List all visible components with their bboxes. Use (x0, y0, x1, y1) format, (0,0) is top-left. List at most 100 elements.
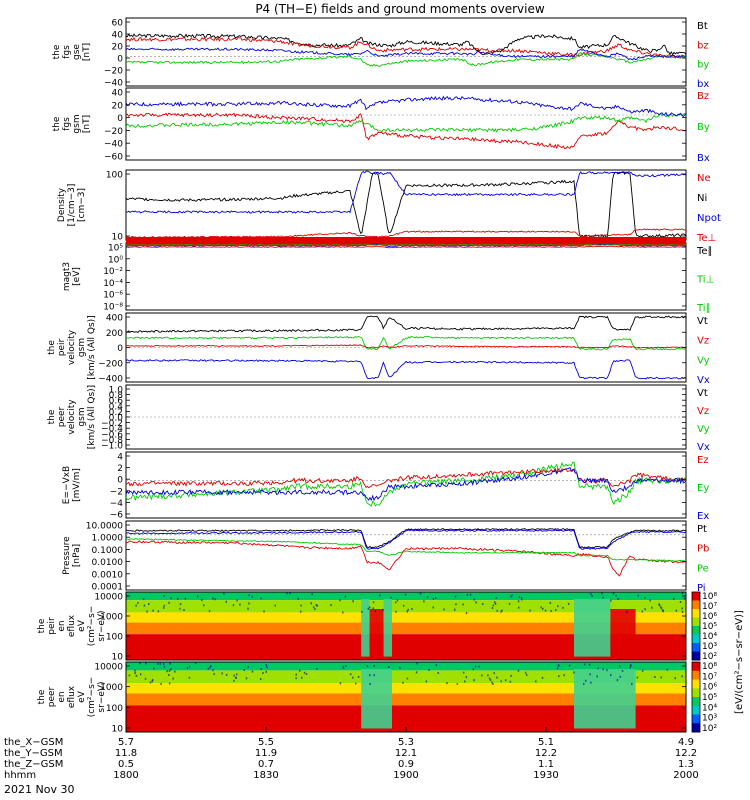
series-line-Npot (126, 170, 687, 214)
spectrogram-speck (415, 671, 418, 674)
spectrogram-speck (345, 664, 347, 667)
spectrogram-speck (517, 669, 520, 672)
spectrogram-speck (681, 610, 684, 613)
legend-entry: Bt (697, 21, 708, 32)
spectrogram-speck (492, 682, 494, 685)
spectrogram (126, 592, 686, 660)
spectrogram-speck (478, 665, 480, 668)
spectrogram-speck (583, 663, 586, 666)
series-line-Bt (125, 33, 687, 56)
spectrogram-speck (260, 668, 263, 671)
spectrogram-speck (492, 604, 495, 607)
spectrogram-speck (432, 597, 435, 600)
y-tick-label: 10000 (94, 593, 123, 603)
spectrogram-speck (619, 665, 621, 668)
spectrogram-band (126, 693, 686, 706)
spectrogram-speck (143, 604, 146, 607)
colorbar-tick-label: 10² (702, 724, 717, 734)
spectrogram-speck (247, 665, 250, 668)
spectrogram-speck (263, 610, 265, 613)
y-tick-label: 2 (117, 464, 123, 474)
legend-entry: Vx (697, 375, 710, 386)
x-axis-row-label: the_Z−GSM (4, 759, 63, 770)
spectrogram-speck (407, 608, 409, 611)
spectrogram-speck (474, 665, 477, 668)
spectrogram-speck (139, 673, 142, 676)
spectrogram-speck (557, 605, 559, 608)
y-axis-label-line: en (57, 691, 67, 702)
spectrogram-speck (469, 593, 472, 596)
legend-entry: Ti⊥ (696, 275, 714, 286)
x-tick-label: 2000 (673, 770, 698, 781)
spectrogram-speck (621, 669, 624, 672)
x-tick-label: 5.5 (258, 737, 274, 748)
colorbar-segment (692, 662, 700, 672)
colorbar-tick-label: 10⁷ (702, 602, 717, 612)
spectrogram-speck (183, 609, 185, 612)
legend-entry: Ti∥ (696, 303, 711, 314)
y-tick-label: −40 (104, 79, 123, 89)
figure-title: P4 (TH−E) fields and ground moments over… (255, 2, 545, 16)
y-axis-label-line: the (47, 409, 57, 424)
spectrogram-speck (406, 677, 409, 680)
spectrogram-speck (297, 597, 300, 600)
spectrogram-speck (303, 671, 306, 674)
spectrogram-speck (194, 662, 197, 665)
y-axis-label: E=−VxB [mV/m] (62, 466, 82, 504)
panel-frame (125, 169, 687, 241)
colorbar-tick-label: 10⁴ (702, 632, 717, 642)
x-axis-row-label: the_X−GSM (4, 737, 63, 748)
y-tick-label: 40 (112, 31, 124, 41)
colorbar-segment (692, 643, 700, 652)
y-tick-label: 0 (117, 55, 123, 65)
spectrogram-speck (520, 598, 523, 601)
legend-entry: By (697, 122, 710, 133)
y-tick-label: 10⁻² (103, 267, 123, 277)
series-line-bx (125, 47, 687, 61)
spectrogram-speck (153, 667, 155, 670)
x-tick-label: 1800 (113, 770, 138, 781)
y-axis-label-line: fgs (62, 117, 72, 131)
spectrogram-speck (151, 680, 153, 683)
y-axis-label: the peer en eflux eV (cm²−s− sr−eV) (37, 677, 107, 718)
spectrogram-speck (558, 675, 560, 678)
spectrogram-event (610, 609, 636, 650)
spectrogram-speck (651, 606, 653, 609)
colorbar-tick-label: 10⁸ (702, 592, 717, 602)
spectrogram-speck (342, 611, 344, 614)
spectrogram-speck (473, 679, 475, 682)
spectrogram-speck (435, 597, 437, 600)
spectrogram-speck (541, 607, 544, 610)
spectrogram-speck (584, 679, 587, 682)
colorbar-tick-label: 10⁵ (702, 622, 717, 632)
legend-entry: Ex (697, 511, 709, 522)
spectrogram-speck (223, 592, 225, 595)
legend-entry: Bx (697, 153, 710, 164)
x-tick-label: 1.1 (538, 759, 554, 770)
panel-frame (125, 591, 687, 661)
y-axis-label-line: fgs (62, 45, 72, 59)
x-tick-label: 11.9 (255, 748, 277, 759)
x-tick-label: 12.1 (395, 748, 417, 759)
spectrogram-speck (314, 608, 316, 611)
y-axis-label-line: magt3 (62, 262, 72, 291)
spectrogram-speck (437, 671, 439, 674)
y-tick-label: 0.8 (109, 391, 124, 401)
x-tick-label: 5.3 (398, 737, 414, 748)
spectrogram-speck (361, 610, 363, 613)
spectrogram-speck (466, 593, 469, 596)
legend-entry: Vt (697, 388, 708, 399)
y-axis-label-line: eflux (67, 685, 77, 708)
series-line-Vx (125, 359, 687, 380)
spectrogram-speck (517, 606, 520, 609)
legend-entry: Vx (697, 442, 710, 453)
spectrogram-speck (168, 601, 170, 604)
spectrogram-speck (649, 599, 651, 602)
y-tick-label: 0.0010 (92, 570, 124, 580)
y-axis-label-line: the (52, 44, 62, 59)
spectrogram-speck (352, 676, 354, 679)
colorbar-unit-label: [eV/(cm²−s−sr−eV)] (734, 610, 745, 714)
legend-entry: Pi (697, 583, 706, 594)
